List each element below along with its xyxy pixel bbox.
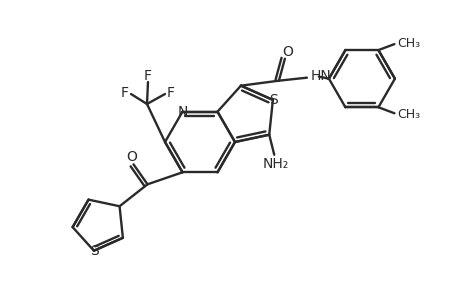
Text: O: O	[126, 150, 137, 164]
Text: CH₃: CH₃	[396, 37, 419, 50]
Text: F: F	[144, 69, 151, 83]
Text: NH₂: NH₂	[263, 157, 289, 171]
Text: HN: HN	[310, 69, 331, 83]
Text: CH₃: CH₃	[396, 108, 419, 121]
Text: O: O	[282, 45, 293, 59]
Text: F: F	[121, 86, 129, 100]
Text: S: S	[90, 244, 99, 258]
Text: N: N	[177, 105, 187, 119]
Text: S: S	[269, 93, 278, 107]
Text: F: F	[167, 86, 174, 100]
